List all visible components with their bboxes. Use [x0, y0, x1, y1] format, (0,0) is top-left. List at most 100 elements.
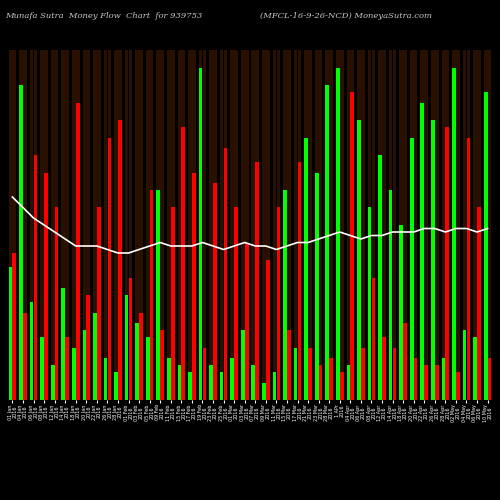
- Bar: [318, 365, 322, 400]
- Bar: [220, 50, 224, 400]
- Bar: [462, 50, 466, 400]
- Bar: [410, 138, 414, 400]
- Bar: [361, 348, 364, 400]
- Bar: [66, 50, 69, 400]
- Bar: [234, 50, 238, 400]
- Bar: [156, 190, 160, 400]
- Bar: [30, 50, 34, 400]
- Bar: [350, 50, 354, 400]
- Bar: [318, 50, 322, 400]
- Bar: [125, 295, 128, 400]
- Bar: [350, 92, 354, 400]
- Bar: [40, 50, 44, 400]
- Bar: [72, 50, 76, 400]
- Bar: [171, 208, 174, 400]
- Bar: [287, 50, 291, 400]
- Bar: [171, 50, 174, 400]
- Bar: [424, 50, 428, 400]
- Bar: [160, 330, 164, 400]
- Bar: [54, 50, 58, 400]
- Bar: [51, 50, 54, 400]
- Bar: [357, 120, 361, 400]
- Bar: [93, 312, 97, 400]
- Bar: [12, 253, 16, 400]
- Bar: [54, 208, 58, 400]
- Bar: [198, 68, 202, 400]
- Bar: [136, 323, 139, 400]
- Bar: [245, 242, 248, 400]
- Bar: [192, 172, 196, 400]
- Bar: [188, 372, 192, 400]
- Bar: [272, 372, 276, 400]
- Bar: [34, 155, 38, 400]
- Bar: [372, 278, 375, 400]
- Bar: [178, 50, 182, 400]
- Bar: [167, 50, 170, 400]
- Bar: [118, 50, 122, 400]
- Bar: [372, 50, 375, 400]
- Bar: [23, 50, 27, 400]
- Bar: [178, 365, 182, 400]
- Bar: [308, 50, 312, 400]
- Bar: [298, 50, 302, 400]
- Bar: [456, 50, 460, 400]
- Bar: [283, 190, 287, 400]
- Bar: [86, 50, 90, 400]
- Bar: [283, 50, 287, 400]
- Bar: [241, 330, 244, 400]
- Bar: [477, 208, 481, 400]
- Bar: [326, 85, 329, 400]
- Bar: [452, 68, 456, 400]
- Bar: [182, 50, 185, 400]
- Bar: [400, 50, 403, 400]
- Bar: [389, 190, 392, 400]
- Bar: [431, 50, 434, 400]
- Bar: [86, 295, 90, 400]
- Bar: [484, 50, 488, 400]
- Bar: [389, 50, 392, 400]
- Bar: [150, 50, 154, 400]
- Bar: [400, 225, 403, 400]
- Bar: [66, 337, 69, 400]
- Bar: [456, 372, 460, 400]
- Bar: [19, 50, 23, 400]
- Bar: [114, 50, 118, 400]
- Bar: [8, 267, 12, 400]
- Bar: [114, 372, 118, 400]
- Bar: [431, 120, 434, 400]
- Bar: [156, 50, 160, 400]
- Bar: [108, 138, 111, 400]
- Bar: [224, 50, 228, 400]
- Bar: [414, 50, 418, 400]
- Bar: [315, 172, 318, 400]
- Bar: [76, 102, 80, 400]
- Bar: [357, 50, 361, 400]
- Bar: [276, 50, 280, 400]
- Bar: [392, 50, 396, 400]
- Bar: [192, 50, 196, 400]
- Bar: [488, 50, 492, 400]
- Bar: [435, 365, 438, 400]
- Bar: [308, 348, 312, 400]
- Bar: [473, 50, 477, 400]
- Bar: [241, 50, 244, 400]
- Bar: [403, 323, 407, 400]
- Bar: [182, 127, 185, 400]
- Bar: [146, 50, 150, 400]
- Bar: [340, 50, 344, 400]
- Bar: [150, 190, 154, 400]
- Bar: [118, 120, 122, 400]
- Bar: [294, 348, 298, 400]
- Bar: [198, 50, 202, 400]
- Bar: [220, 372, 224, 400]
- Bar: [315, 50, 318, 400]
- Bar: [262, 382, 266, 400]
- Bar: [266, 50, 270, 400]
- Bar: [484, 92, 488, 400]
- Bar: [368, 50, 372, 400]
- Bar: [330, 50, 333, 400]
- Bar: [424, 365, 428, 400]
- Bar: [287, 330, 291, 400]
- Bar: [403, 50, 407, 400]
- Bar: [93, 50, 97, 400]
